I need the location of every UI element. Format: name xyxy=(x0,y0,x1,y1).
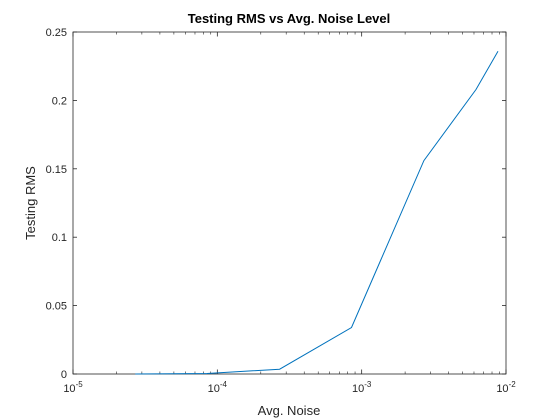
x-tick-label: 10-4 xyxy=(208,380,228,395)
y-tick-label: 0.25 xyxy=(46,27,67,39)
x-tick-base: 10 xyxy=(352,383,364,395)
y-axis-ticks: 0 0.05 0.1 0.15 0.2 0.25 xyxy=(46,27,506,381)
plot-area xyxy=(72,31,507,375)
x-tick-exponent: -2 xyxy=(509,380,517,389)
x-tick-base: 10 xyxy=(208,383,220,395)
x-tick-label: 10-3 xyxy=(352,380,372,395)
x-tick-base: 10 xyxy=(63,383,75,395)
y-tick-label: 0 xyxy=(61,369,67,381)
y-tick-label: 0.05 xyxy=(46,301,67,313)
x-tick-exponent: -4 xyxy=(220,380,228,389)
chart-title: Testing RMS vs Avg. Noise Level xyxy=(188,11,391,26)
x-tick-label: 10-2 xyxy=(496,380,516,395)
x-tick-base: 10 xyxy=(496,383,508,395)
x-axis-label: Avg. Noise xyxy=(258,403,321,418)
series-line xyxy=(135,50,499,375)
y-tick-label: 0.2 xyxy=(52,95,67,107)
y-axis-label: Testing RMS xyxy=(23,166,38,240)
x-tick-label: 10-5 xyxy=(63,380,83,395)
x-tick-exponent: -5 xyxy=(76,380,84,389)
y-tick-label: 0.1 xyxy=(52,232,67,244)
x-tick-exponent: -3 xyxy=(364,380,372,389)
y-tick-label: 0.15 xyxy=(46,164,67,176)
series-layer xyxy=(135,50,499,375)
